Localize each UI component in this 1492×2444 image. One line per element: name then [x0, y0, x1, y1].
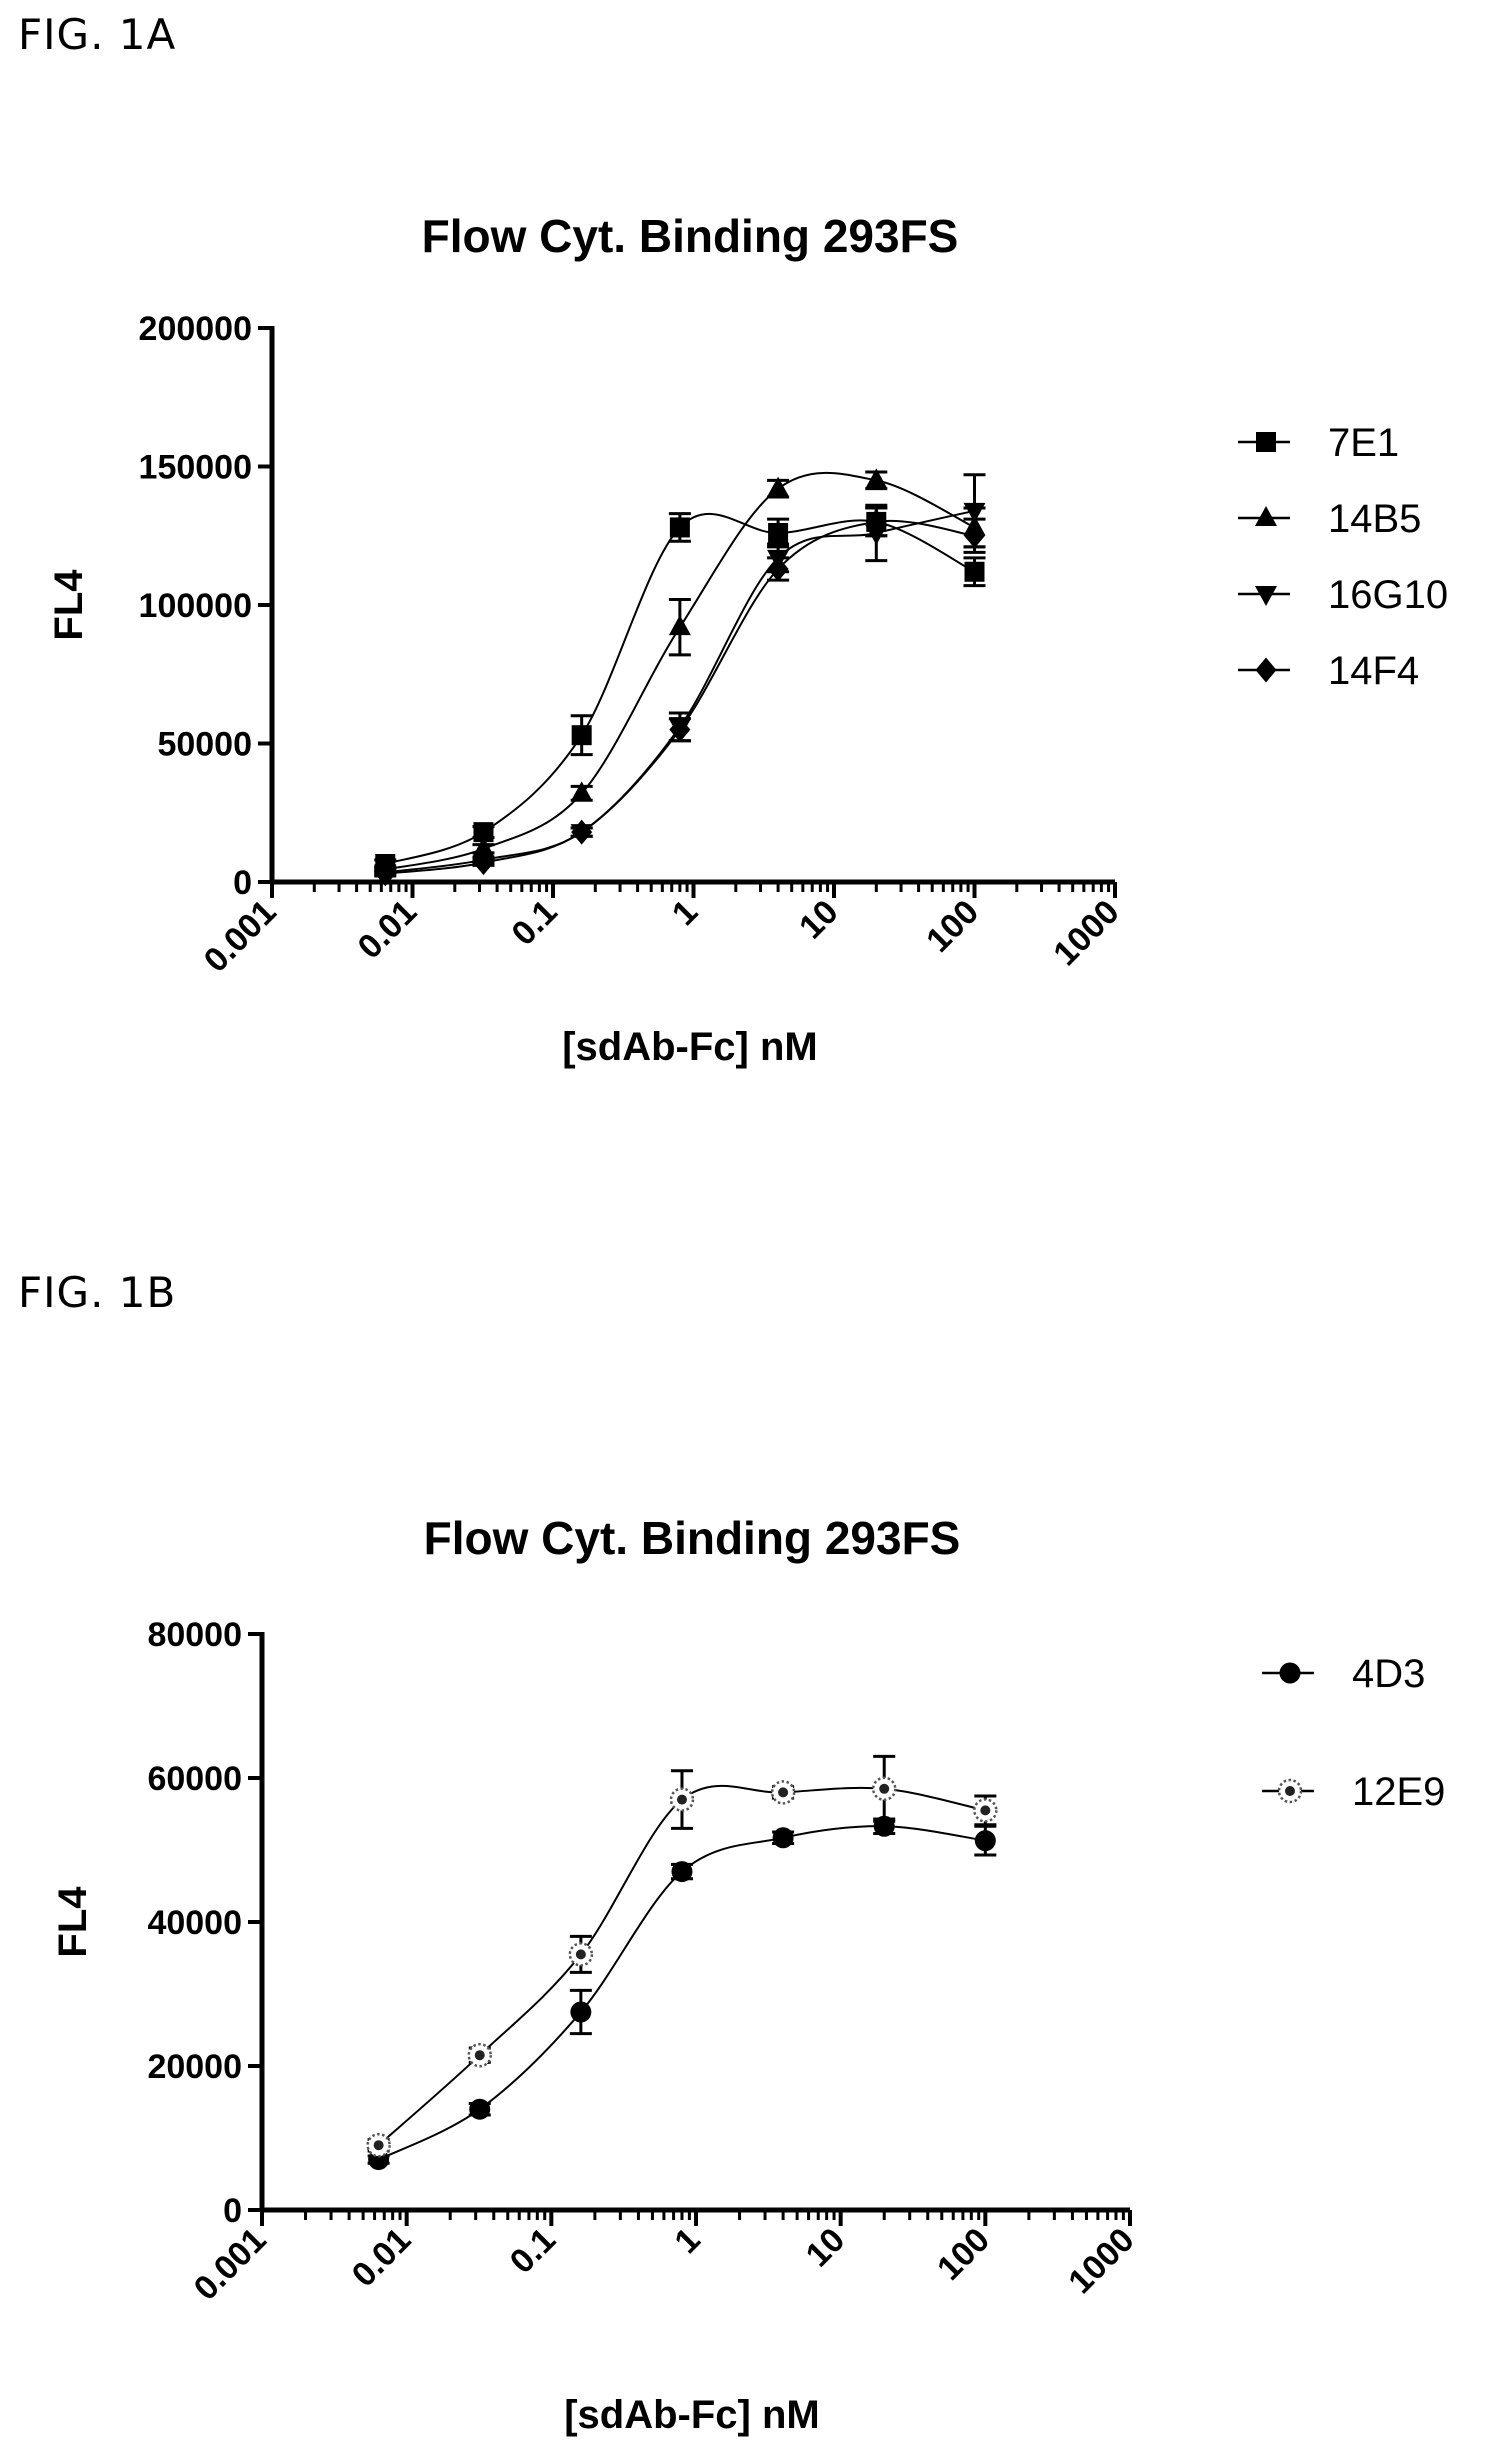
chart-b-y-tick-label: 20000	[147, 2048, 242, 2086]
chart-a-series-14f4-point	[472, 850, 494, 876]
chart-b-x-tick-label: 0.01	[345, 2221, 419, 2295]
chart-a-y-tick-label: 0	[233, 864, 252, 902]
chart-a-legend-marker	[1255, 506, 1277, 526]
chart-b-series-4d3-point	[671, 1861, 693, 1883]
chart-b-series-12e9-point	[770, 1780, 796, 1805]
chart-a-legend-label: 7E1	[1328, 421, 1399, 465]
chart-b-series-12e9	[366, 1754, 998, 2158]
chart-b-title: Flow Cyt. Binding 293FS	[424, 1512, 961, 1564]
chart-a-series-14f4-point	[865, 509, 887, 535]
chart-a-legend-item-16g10: 16G10	[1238, 573, 1448, 617]
chart-a-title: Flow Cyt. Binding 293FS	[422, 210, 959, 262]
chart-a-series-14f4-point	[374, 861, 396, 887]
chart-a: Flow Cyt. Binding 293FS 0 50000 100000 15000…	[47, 210, 1448, 1069]
chart-b-legend-label: 4D3	[1352, 1652, 1425, 1696]
chart-a-x-tick-label: 1000	[1046, 893, 1126, 973]
chart-b-series-4d3-point	[469, 2098, 491, 2120]
chart-a-legend-item-14f4: 14F4	[1238, 649, 1419, 693]
chart-b-series-12e9-point	[366, 2132, 391, 2158]
chart-b-y-tick-label: 60000	[147, 1760, 242, 1798]
chart-b-y-tick-label: 40000	[147, 1904, 242, 1942]
chart-b-x-tick-label: 0.1	[503, 2221, 563, 2281]
chart-a-series-14f4-point	[571, 819, 593, 845]
chart-b-x-tick-label: 0.001	[187, 2221, 274, 2308]
chart-a-y-tick-label: 50000	[157, 726, 252, 764]
chart-a-x-tick-label: 10	[792, 893, 846, 947]
chart-b-series-12e9-point-core	[980, 1805, 991, 1816]
chart-b-x-tick-label: 1	[667, 2221, 707, 2261]
chart-a-series-7e1-point	[964, 561, 985, 582]
chart-a-y-tick-label: 100000	[139, 587, 252, 625]
chart-b-series-12e9-point-core	[879, 1783, 890, 1794]
chart-b-series-12e9-point	[973, 1798, 998, 1823]
chart-a-series-14f4-point	[669, 717, 691, 743]
chart-a-series-14f4	[374, 506, 986, 887]
chart-b-series-12e9-point	[669, 1787, 695, 1812]
chart-a-legend-item-7e1: 7E1	[1238, 421, 1399, 465]
chart-a-legend-marker	[1255, 657, 1277, 683]
chart-b-legend-marker	[1277, 1778, 1303, 1804]
chart-b-legend-item-4d3: 4D3	[1262, 1652, 1425, 1696]
chart-b-x-tick-label: 100	[930, 2221, 997, 2288]
chart-a-series-14b5-point	[865, 468, 888, 489]
chart-b-x-tick-label: 1000	[1061, 2221, 1141, 2301]
chart-b-legend-label: 12E9	[1352, 1770, 1445, 1814]
chart-a-series-7e1-point	[669, 517, 690, 538]
chart-a-x-axis-label: [sdAb-Fc] nM	[562, 1025, 818, 1069]
chart-b-series-12e9-point-core	[474, 2050, 485, 2061]
chart-b-series-12e9-point-core	[676, 1794, 687, 1805]
chart-a-x-tick-label: 100	[919, 893, 986, 960]
chart-a-series-14f4-fit-line	[385, 519, 975, 875]
chart-b-series-4d3-point	[570, 2001, 592, 2023]
chart-b-series-4d3-point	[974, 1830, 996, 1852]
chart-b-series-12e9-point-core	[575, 1949, 586, 1960]
chart-b-legend-marker	[1279, 1662, 1301, 1684]
chart-b-series-12e9-fit-line	[377, 1784, 986, 2146]
chart-a-series-14f4-point	[964, 523, 985, 549]
chart-a-x-tick-label: 0.001	[197, 893, 284, 980]
chart-b-series-12e9-point	[467, 2042, 492, 2068]
chart-b-x-axis-label: [sdAb-Fc] nM	[564, 2393, 820, 2437]
chart-a-legend-marker	[1256, 432, 1276, 452]
chart-b-legend-item-12e9: 12E9	[1262, 1770, 1445, 1814]
chart-a-x-tick-label: 0.1	[504, 893, 564, 953]
chart-a-series-7e1	[374, 506, 986, 874]
chart-a-series-14b5-point	[472, 836, 495, 857]
chart-a-y-tick-label: 150000	[139, 449, 252, 487]
chart-a-series-14f4-point	[767, 556, 789, 582]
chart-b-x-tick-label: 10	[799, 2221, 853, 2275]
chart-a-series-16g10-fit-line	[385, 509, 975, 874]
chart-a-series-16g10-point	[963, 502, 986, 523]
chart-a-series-14b5-point	[668, 615, 691, 636]
chart-a-legend-label: 14B5	[1328, 497, 1421, 541]
chart-a-series-7e1-point	[571, 725, 592, 746]
chart-b-series-12e9-point-core	[778, 1787, 789, 1798]
chart-b-series-12e9-point	[568, 1942, 594, 1967]
chart-b-y-tick-label: 80000	[147, 1616, 242, 1654]
chart-b-series-12e9-point-core	[373, 2140, 384, 2151]
chart-a-series-7e1-point	[768, 522, 789, 543]
chart-a-series-14b5-point	[767, 476, 790, 497]
chart-a-y-axis-label: FL4	[47, 569, 91, 641]
chart-a-legend-marker	[1255, 586, 1277, 606]
chart-a-series-14b5-point	[570, 781, 593, 802]
chart-b-series-12e9-point	[871, 1776, 897, 1802]
chart-a-y-tick-label: 200000	[139, 310, 252, 348]
chart-a-series-14b5	[374, 468, 986, 878]
chart-b: Flow Cyt. Binding 293FS 0 20000 40000 60000 8…	[51, 1512, 1445, 2437]
chart-b-series-4d3-point	[772, 1827, 794, 1849]
chart-b-series-4d3	[367, 1815, 997, 2171]
chart-b-y-axis-label: FL4	[51, 1886, 95, 1958]
figure-label-b: FIG. 1B	[18, 1268, 177, 1317]
chart-a-legend-label: 16G10	[1328, 573, 1448, 617]
chart-a-legend-item-14b5: 14B5	[1238, 497, 1421, 541]
chart-a-legend-label: 14F4	[1328, 649, 1419, 693]
figure-label-a: FIG. 1A	[18, 10, 177, 59]
chart-b-y-tick-label: 0	[223, 2192, 242, 2230]
chart-a-series-7e1-point	[473, 822, 494, 843]
chart-b-legend-marker-core	[1285, 1786, 1295, 1796]
chart-a-series-7e1-fit-line	[384, 513, 975, 865]
chart-a-x-tick-label: 1	[665, 893, 705, 933]
chart-a-x-tick-label: 0.01	[350, 893, 424, 967]
